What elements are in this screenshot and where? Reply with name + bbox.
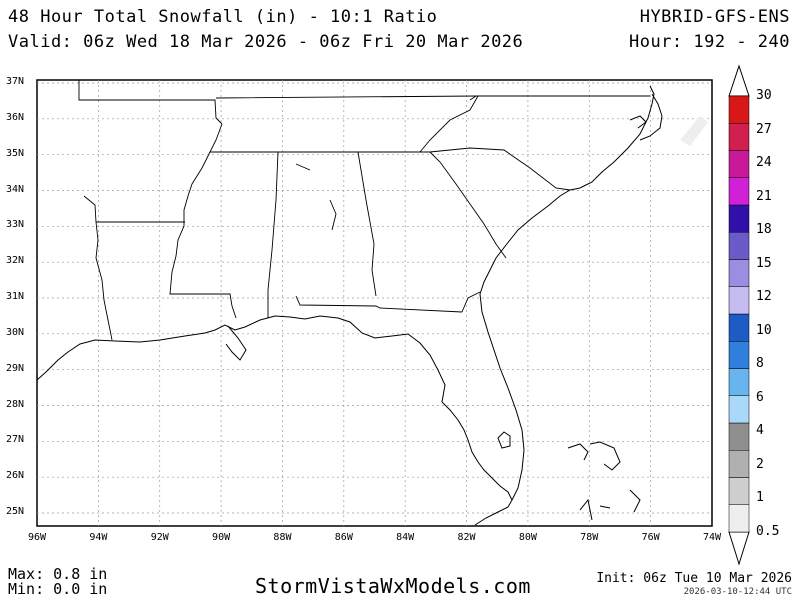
snowfall-colorbar <box>728 64 750 566</box>
lat-label: 29N <box>6 362 25 374</box>
colorbar-bottom-arrow <box>728 531 750 566</box>
generated-timestamp: 2026-03-10-12:44 UTC <box>683 587 792 597</box>
valid-period: Valid: 06z Wed 18 Mar 2026 - 06z Fri 20 … <box>8 32 524 52</box>
max-value: Max: 0.8 in <box>8 565 108 583</box>
lat-label: 25N <box>6 506 25 517</box>
lat-label: 26N <box>6 470 25 482</box>
lon-label: 92W <box>150 532 169 543</box>
colorbar-label: 15 <box>756 255 772 271</box>
colorbar-top-arrow <box>728 64 750 97</box>
colorbar-segment <box>728 368 750 396</box>
colorbar-segment <box>728 259 750 287</box>
colorbar-label: 0.5 <box>756 524 780 539</box>
colorbar-segment <box>728 422 750 451</box>
lon-label: 76W <box>641 532 660 543</box>
lat-label: 34N <box>6 183 25 195</box>
colorbar-segment <box>728 123 750 151</box>
watermark-mark <box>680 116 708 146</box>
brand-text: StormVistaWxModels.com <box>255 574 531 598</box>
lat-label: 30N <box>6 326 25 338</box>
colorbar-label: 30 <box>756 88 772 103</box>
coastline <box>36 85 663 526</box>
colorbar-segment <box>728 150 750 178</box>
lon-label: 88W <box>273 532 292 543</box>
lat-label: 36N <box>6 111 25 123</box>
lon-label: 96W <box>27 532 47 543</box>
forecast-hour: Hour: 192 - 240 <box>628 32 790 52</box>
colorbar-label: 2 <box>756 456 764 472</box>
lon-label: 90W <box>212 532 231 543</box>
colorbar-label: 27 <box>756 121 772 137</box>
lon-label: 80W <box>518 532 537 543</box>
colorbar-label: 21 <box>756 188 772 204</box>
lat-lon-grid <box>37 80 712 526</box>
lat-label: 28N <box>6 398 25 410</box>
init-time: Init: 06z Tue 10 Mar 2026 <box>596 571 792 586</box>
colorbar-label: 18 <box>756 222 772 238</box>
colorbar-label: 8 <box>756 356 764 372</box>
lat-label: 31N <box>6 291 25 302</box>
colorbar-segment <box>728 450 750 478</box>
colorbar-label: 4 <box>756 423 764 439</box>
lon-label: 74W <box>702 532 722 543</box>
colorbar-label: 10 <box>756 322 772 338</box>
lat-label: 37N <box>6 76 25 87</box>
lat-label: 32N <box>6 255 25 267</box>
colorbar-segment <box>728 204 750 233</box>
colorbar-segment <box>728 177 750 206</box>
colorbar-segment <box>728 95 750 124</box>
model-name: HYBRID-GFS-ENS <box>639 7 790 27</box>
lon-label: 82W <box>457 532 476 543</box>
min-value: Min: 0.0 in <box>8 580 108 598</box>
map-frame <box>36 79 713 527</box>
colorbar-segment <box>728 341 750 369</box>
colorbar-segment <box>728 232 750 260</box>
colorbar-segment <box>728 395 750 424</box>
lon-label: 84W <box>396 532 415 543</box>
lat-label: 33N <box>6 219 25 231</box>
colorbar-segment <box>728 286 750 315</box>
lon-label: 86W <box>334 532 353 543</box>
lat-label: 27N <box>6 434 25 446</box>
lon-label: 94W <box>89 532 108 543</box>
lon-label: 78W <box>580 532 599 543</box>
lat-label: 35N <box>6 147 25 159</box>
colorbar-label: 1 <box>756 490 764 506</box>
map-title: 48 Hour Total Snowfall (in) - 10:1 Ratio <box>8 7 438 27</box>
colorbar-label: 12 <box>756 289 772 305</box>
state-borders <box>78 80 650 341</box>
colorbar-segment <box>728 504 750 533</box>
colorbar-label: 24 <box>756 155 772 171</box>
colorbar-segment <box>728 313 750 342</box>
colorbar-label: 6 <box>756 389 764 405</box>
colorbar-segment <box>728 477 750 505</box>
